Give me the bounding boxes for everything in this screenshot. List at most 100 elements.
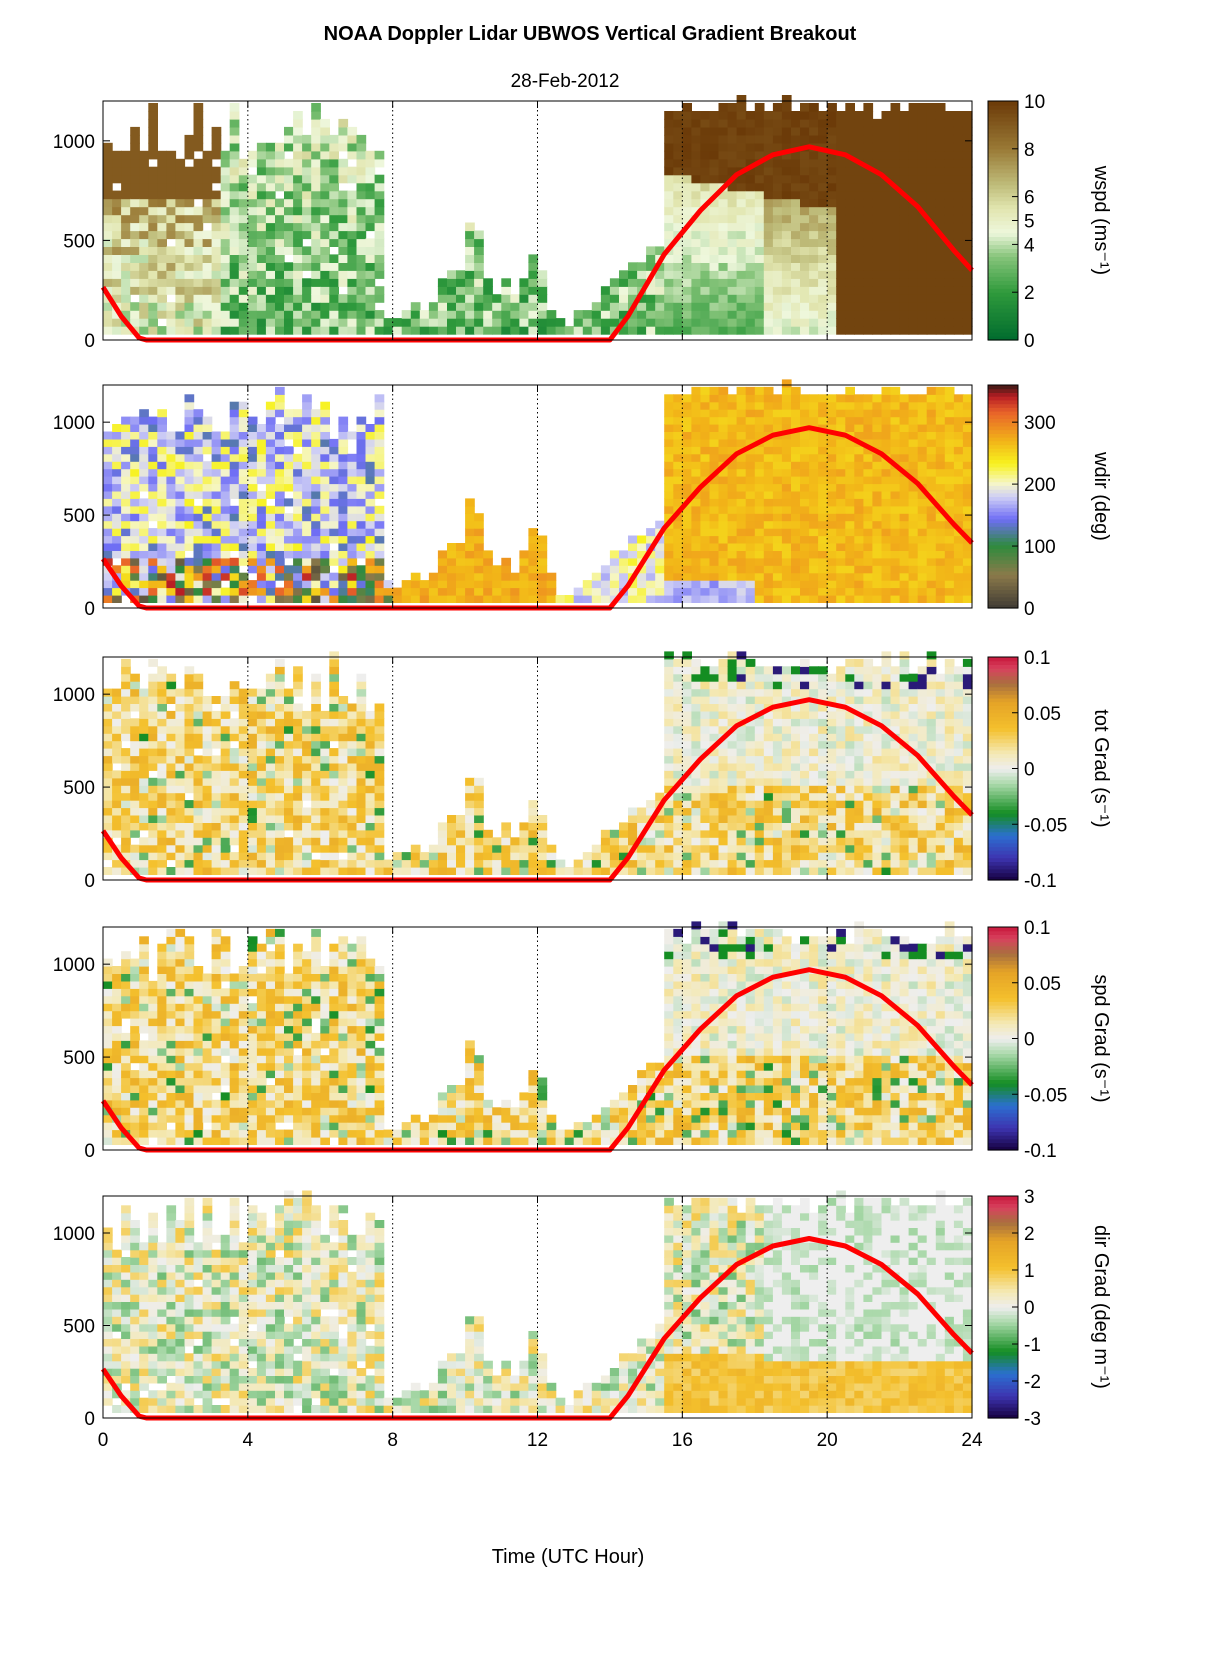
colorbar-swatch xyxy=(988,244,1018,249)
heatmap-cell xyxy=(709,565,720,574)
heatmap-cell xyxy=(881,535,892,544)
heatmap-cell xyxy=(347,238,358,247)
heatmap-cell xyxy=(302,461,312,470)
heatmap-cell xyxy=(709,142,720,152)
heatmap-cell xyxy=(791,557,801,566)
heatmap-cell xyxy=(827,505,837,514)
heatmap-cell xyxy=(800,198,810,208)
heatmap-cell xyxy=(673,580,683,589)
heatmap-cell xyxy=(845,166,855,176)
heatmap-cell xyxy=(166,550,177,559)
heatmap-cell xyxy=(655,294,665,303)
heatmap-cell xyxy=(293,230,303,240)
heatmap-cell xyxy=(664,126,674,136)
heatmap-cell xyxy=(374,572,385,581)
heatmap-cell xyxy=(275,800,285,809)
heatmap-cell xyxy=(781,453,792,462)
heatmap-cell xyxy=(302,718,312,727)
heatmap-cell xyxy=(474,246,484,255)
heatmap-cell xyxy=(284,230,294,240)
heatmap-cell xyxy=(311,859,321,868)
heatmap-cell xyxy=(238,318,249,327)
heatmap-cell xyxy=(926,182,937,192)
heatmap-cell xyxy=(284,543,294,551)
heatmap-cell xyxy=(356,326,367,335)
heatmap-cell xyxy=(220,498,231,507)
heatmap-cell xyxy=(184,535,195,544)
heatmap-cell xyxy=(112,158,122,168)
heatmap-cell xyxy=(953,238,964,247)
heatmap-cell xyxy=(582,587,593,596)
heatmap-cell xyxy=(275,688,285,697)
heatmap-cell xyxy=(103,587,113,596)
colorbar-swatch xyxy=(988,489,1018,494)
heatmap-cell xyxy=(238,867,249,875)
heatmap-cell xyxy=(492,572,502,581)
heatmap-cell xyxy=(899,543,910,551)
heatmap-cell xyxy=(238,438,249,447)
heatmap-cell xyxy=(211,286,222,295)
heatmap-cell xyxy=(437,294,448,303)
heatmap-cell xyxy=(112,431,122,440)
heatmap-cell xyxy=(546,852,557,861)
heatmap-cell xyxy=(229,688,240,697)
heatmap-cell xyxy=(736,103,747,112)
heatmap-cell xyxy=(320,565,330,574)
colorbar-swatch xyxy=(988,284,1018,289)
heatmap-cell xyxy=(809,262,819,271)
heatmap-cell xyxy=(320,302,330,311)
heatmap-cell xyxy=(220,431,231,440)
heatmap-cell xyxy=(247,453,258,462)
heatmap-cell xyxy=(148,246,158,255)
heatmap-cell xyxy=(528,528,539,537)
heatmap-cell xyxy=(772,446,783,455)
heatmap-cell xyxy=(211,513,222,522)
heatmap-cell xyxy=(284,238,294,247)
heatmap-cell xyxy=(293,222,303,232)
heatmap-cell xyxy=(139,520,149,529)
heatmap-cell xyxy=(112,725,122,734)
heatmap-cell xyxy=(220,198,231,208)
heatmap-cell xyxy=(501,318,511,327)
heatmap-cell xyxy=(872,595,883,603)
heatmap-cell xyxy=(320,198,330,208)
colorbar-swatch xyxy=(988,556,1018,561)
heatmap-cell xyxy=(655,270,665,279)
heatmap-cell xyxy=(320,310,330,319)
heatmap-cell xyxy=(338,302,349,311)
heatmap-cell xyxy=(655,580,665,589)
heatmap-cell xyxy=(935,262,946,271)
heatmap-cell xyxy=(700,468,711,477)
heatmap-cell xyxy=(745,446,756,455)
heatmap-cell xyxy=(383,859,394,868)
heatmap-cell xyxy=(265,748,276,757)
heatmap-cell xyxy=(329,505,339,514)
heatmap-cell xyxy=(600,326,611,335)
heatmap-cell xyxy=(700,490,711,499)
heatmap-cell xyxy=(655,829,665,838)
heatmap-cell xyxy=(953,416,964,425)
heatmap-cell xyxy=(962,461,973,470)
heatmap-cell xyxy=(944,142,955,152)
heatmap-cell xyxy=(800,438,810,447)
heatmap-cell xyxy=(265,792,276,801)
heatmap-cell xyxy=(664,166,674,176)
heatmap-cell xyxy=(836,326,846,335)
heatmap-cell xyxy=(139,696,149,704)
heatmap-cell xyxy=(103,740,113,749)
heatmap-cell xyxy=(763,490,774,499)
heatmap-cell xyxy=(772,238,783,247)
heatmap-cell xyxy=(935,182,946,192)
heatmap-cell xyxy=(818,565,828,574)
heatmap-cell xyxy=(275,483,285,492)
heatmap-cell xyxy=(247,815,258,823)
heatmap-cell xyxy=(700,438,711,447)
heatmap-cell xyxy=(908,461,919,470)
heatmap-cell xyxy=(275,294,285,303)
heatmap-cell xyxy=(148,262,158,271)
heatmap-cell xyxy=(220,158,231,168)
heatmap-cell xyxy=(682,476,692,485)
heatmap-cell xyxy=(130,424,140,432)
heatmap-cell xyxy=(157,710,167,719)
